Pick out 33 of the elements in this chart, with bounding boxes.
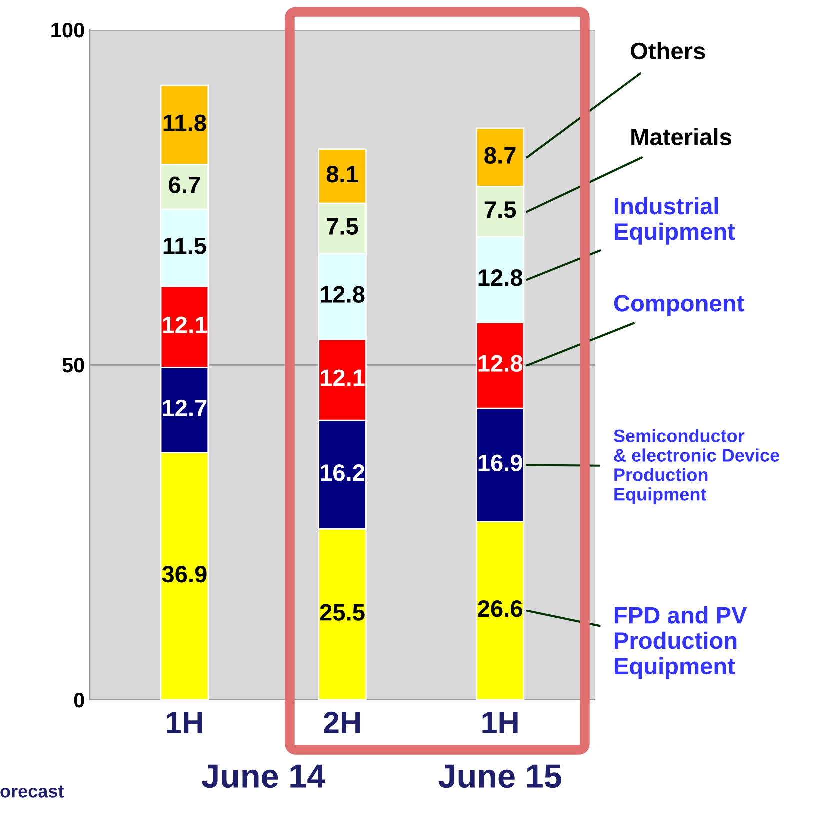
text: June 14 — [202, 764, 326, 788]
data-label: 12.1 — [163, 316, 208, 334]
data-label: 11.8 — [164, 114, 206, 132]
data-label: 7.5 — [484, 202, 516, 218]
x-tick-label: 2H — [324, 712, 360, 734]
data-label: 12.7 — [163, 400, 207, 416]
text: FPD and PV Production Equipment — [615, 606, 748, 680]
data-label: 12.8 — [478, 355, 523, 372]
text: June 15 — [438, 764, 562, 788]
data-label: 16.2 — [321, 464, 365, 482]
x-tick-label: 1H — [167, 712, 202, 734]
data-label: 8.1 — [326, 166, 358, 183]
text: Component — [614, 295, 744, 316]
data-label: 36.9 — [162, 566, 207, 583]
text: Materials — [632, 128, 732, 146]
y-tick-label: 100 — [52, 23, 84, 38]
text: Industrial Equipment — [615, 197, 736, 245]
data-label: 12.8 — [321, 286, 365, 303]
text: Semiconductor & electronic Device Production Equipment — [614, 429, 780, 504]
data-label: 26.6 — [478, 600, 522, 618]
data-label: 25.5 — [320, 604, 365, 621]
text: orecast — [0, 786, 64, 798]
data-label: 11.5 — [164, 238, 206, 254]
y-tick-label: 0 — [74, 693, 84, 708]
text: Others — [631, 42, 706, 60]
data-label: 16.9 — [478, 454, 522, 472]
data-label: 7.5 — [327, 218, 358, 235]
data-label: 12.1 — [321, 370, 365, 386]
y-tick-label: 50 — [62, 358, 84, 373]
data-label: 6.7 — [169, 176, 200, 194]
data-label: 12.8 — [478, 270, 523, 286]
data-label: 8.7 — [484, 147, 516, 164]
x-tick-label: 1H — [482, 712, 518, 734]
